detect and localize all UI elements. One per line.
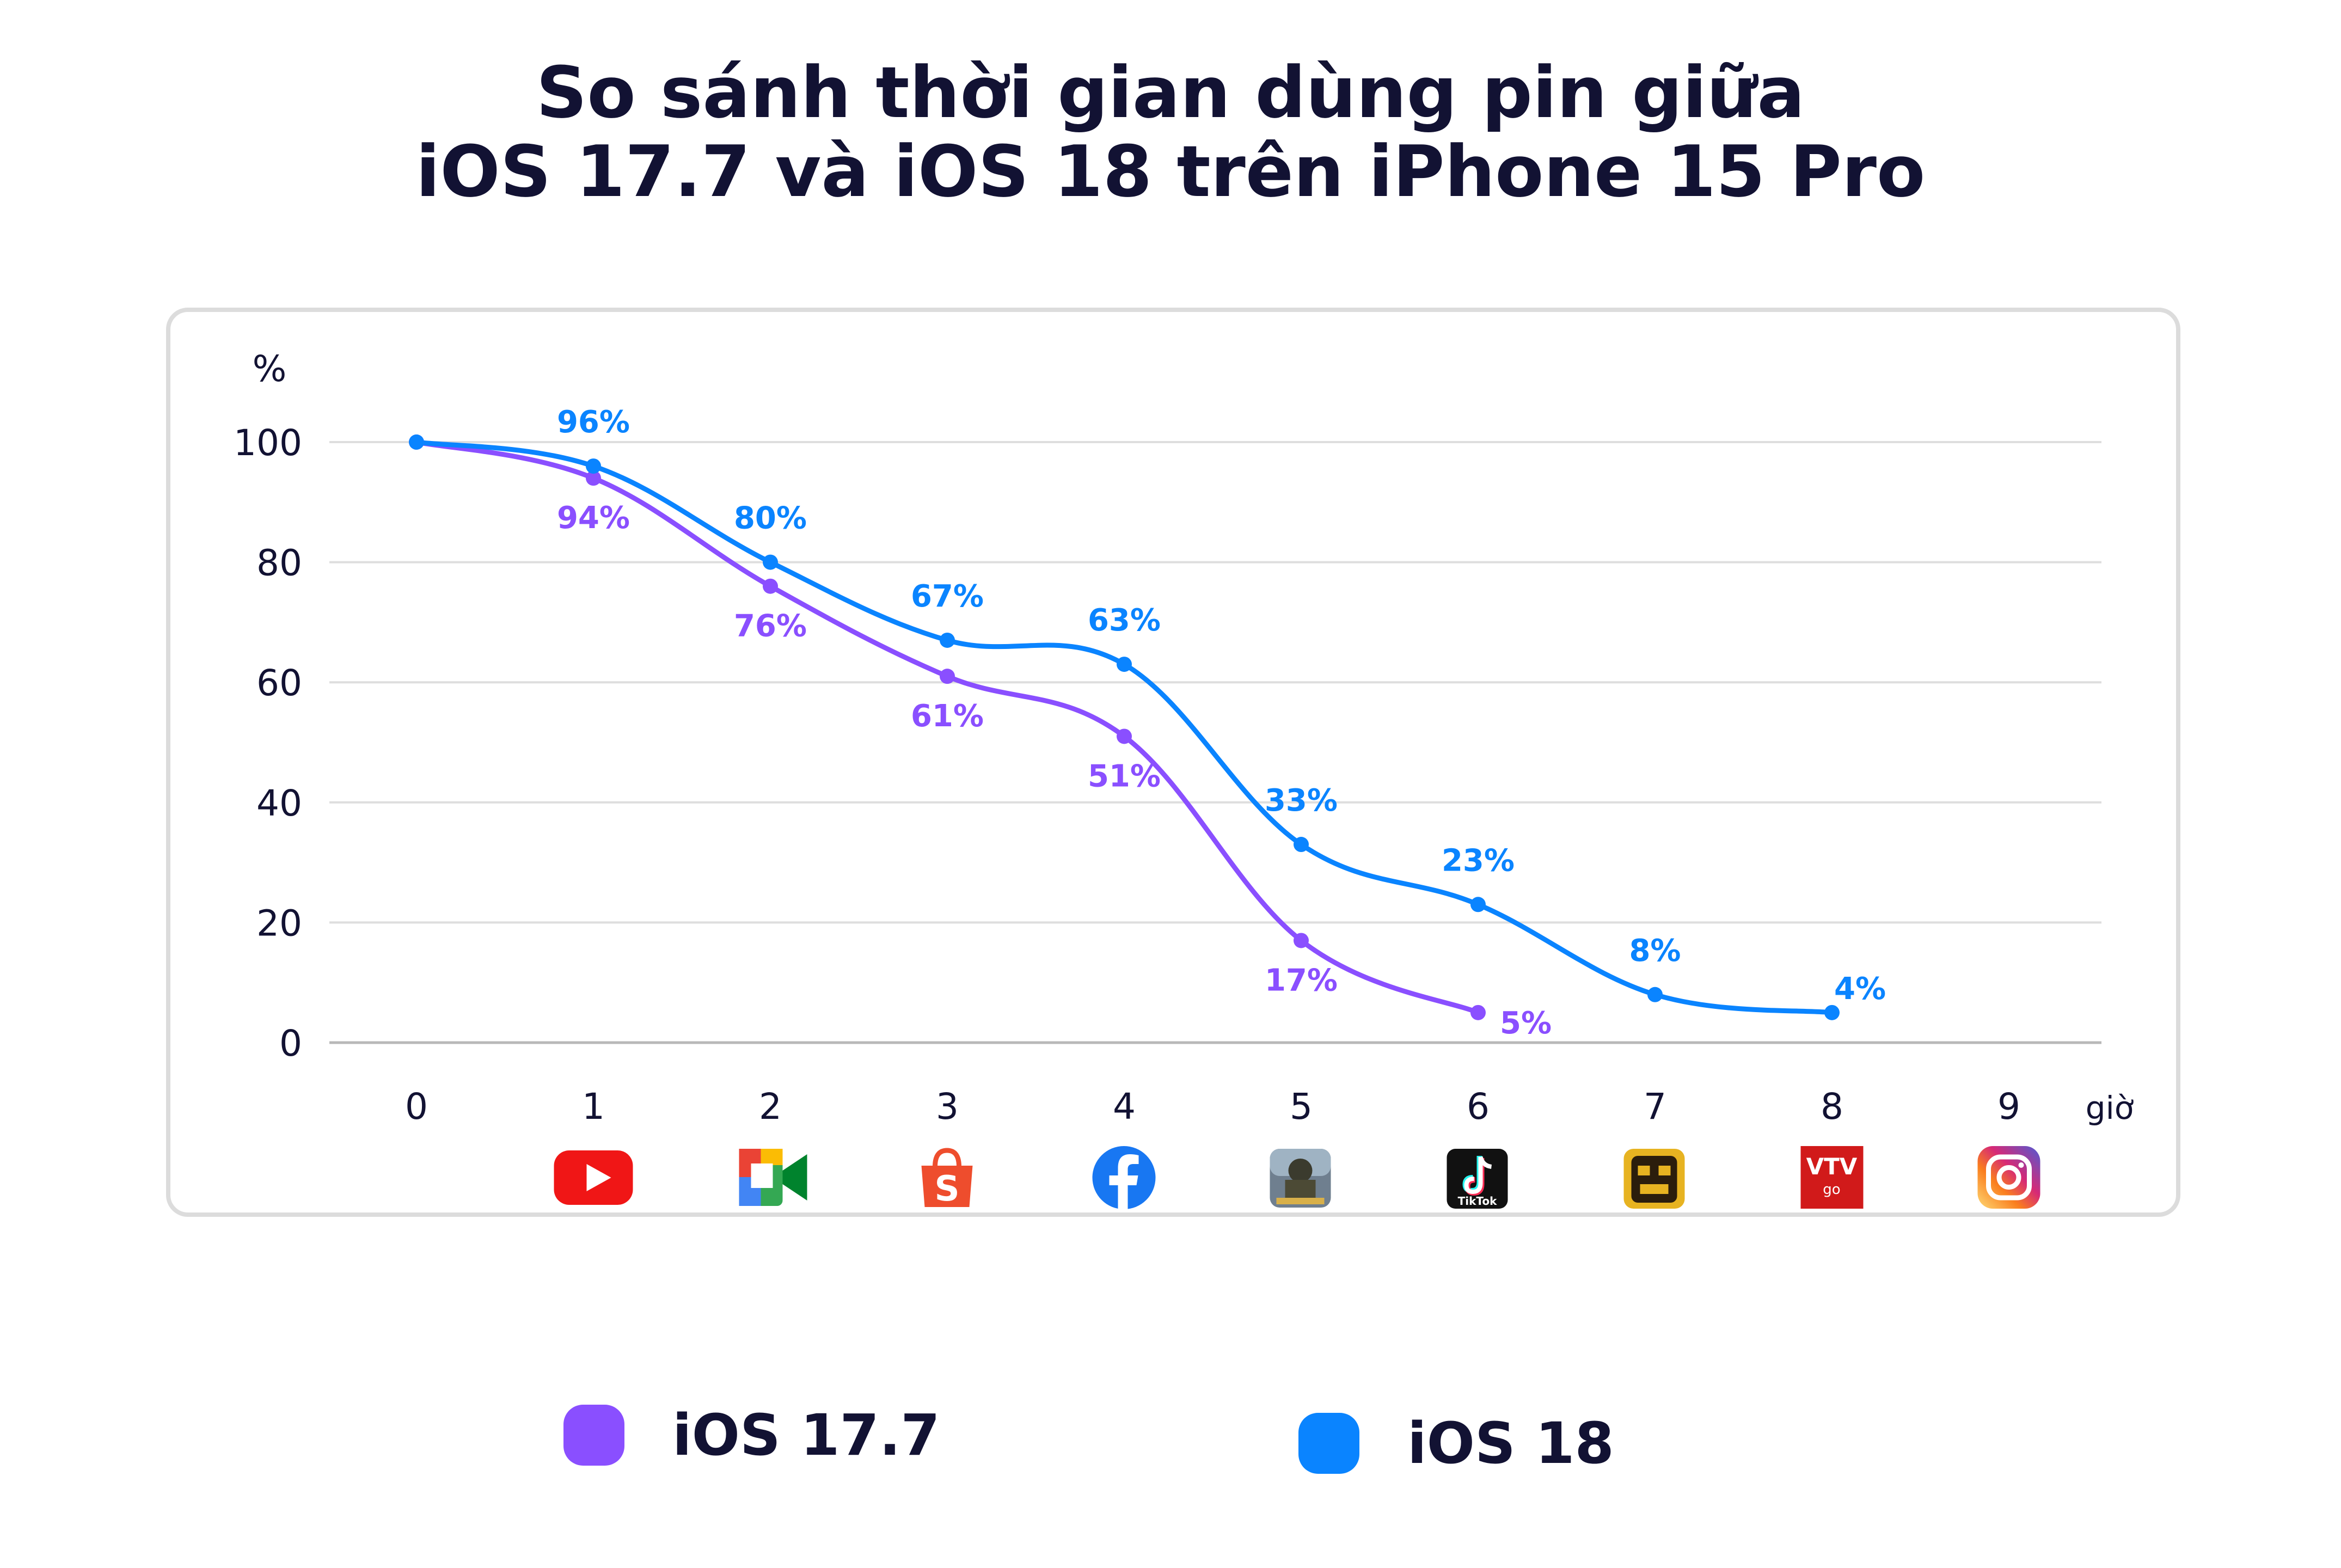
chart-title-line-2: iOS 17.7 và iOS 18 trên iPhone 15 Pro [415,130,1926,213]
x-tick-label: 2 [759,1086,782,1128]
x-tick-label: 4 [1113,1086,1136,1128]
temple-eye-right [1658,1166,1671,1175]
meet-yellow [761,1149,783,1165]
data-label-ios-17-7: 51% [1088,758,1161,794]
data-label-ios-18: 96% [557,405,630,440]
data-label-ios-18: 8% [1629,933,1681,969]
shopee-icon: S [921,1148,973,1209]
data-point [763,578,778,594]
vtv-bg [1800,1146,1864,1209]
y-tick-label: 20 [256,902,302,944]
y-tick-label: 100 [234,422,302,464]
legend-label-ios-17-7: iOS 17.7 [672,1402,940,1468]
temple-face [1631,1156,1677,1203]
data-label-ios-17-7: 17% [1265,963,1338,998]
x-tick-label: 7 [1644,1086,1666,1128]
google-meet-icon [739,1149,807,1206]
data-point [1470,897,1486,912]
y-tick-label: 40 [256,782,302,824]
pubg-helmet [1288,1159,1313,1183]
x-tick-label: 3 [936,1086,959,1128]
youtube-play [586,1164,611,1191]
data-point [409,434,424,450]
temple-run-icon [1623,1149,1685,1209]
data-point [763,554,778,570]
x-tick-label: 8 [1821,1086,1843,1128]
legend-item-ios-18: iOS 18 [1298,1410,1614,1477]
chart-panel [166,308,2180,1217]
meet-lens [782,1154,807,1200]
shopee-handle [933,1148,961,1167]
data-label-ios-18: 67% [911,579,984,614]
data-label-ios-18: 33% [1265,783,1338,818]
data-label-ios-18: 23% [1442,843,1515,878]
instagram-icon [1977,1146,2040,1209]
shopee-bag [921,1166,973,1207]
chart-title-line-1: So sánh thời gian dùng pin giữa [536,51,1805,134]
vtv-go-wordmark: go [1823,1181,1840,1198]
tiktok-wordmark: TikTok [1458,1195,1498,1208]
data-label-ios-18: 4% [1834,971,1886,1007]
instagram-frame [1986,1154,2032,1200]
youtube-icon [554,1150,633,1205]
y-tick-label: 60 [256,662,302,704]
tiktok-icon: TikTok [1447,1149,1508,1209]
instagram-dot [2018,1162,2024,1168]
data-point [1294,837,1309,853]
data-label-ios-17-7: 94% [557,500,630,536]
y-axis-label: % [253,348,287,390]
meet-center [751,1163,773,1188]
data-point [1470,1004,1486,1020]
vtv-wordmark: VTV [1806,1153,1858,1180]
facebook-f [1109,1154,1139,1209]
legend-item-ios-17-7: iOS 17.7 [563,1402,940,1468]
legend-swatch-ios-18 [1298,1413,1359,1474]
data-label-ios-17-7: 5% [1500,1006,1552,1041]
pubg-icon [1270,1149,1331,1208]
data-point [1117,728,1132,744]
data-point [940,669,955,684]
data-point [1294,933,1309,948]
instagram-lens [1996,1165,2021,1190]
data-label-ios-17-7: 61% [911,699,984,734]
x-tick-label: 1 [582,1086,605,1128]
data-point [1117,657,1132,672]
data-point [586,458,601,474]
pubg-banner [1276,1198,1325,1204]
legend-swatch-ios-17-7 [563,1405,624,1466]
temple-mouth [1640,1184,1669,1194]
temple-eye-left [1638,1166,1650,1175]
x-tick-label: 0 [405,1086,428,1128]
y-tick-label: 0 [279,1022,302,1064]
data-label-ios-18: 63% [1088,603,1161,638]
shopee-letter: S [934,1169,959,1209]
data-label-ios-17-7: 76% [734,609,807,644]
x-axis-label: giờ [2086,1089,2134,1126]
data-point [1824,1004,1840,1020]
tiktok-note [1464,1156,1492,1195]
x-tick-label: 5 [1290,1086,1313,1128]
data-point [1647,987,1663,1002]
data-point [940,632,955,648]
data-label-ios-18: 80% [734,501,807,536]
data-point [586,470,601,486]
y-tick-label: 80 [256,542,302,584]
legend-label-ios-18: iOS 18 [1407,1410,1614,1477]
x-tick-label: 6 [1467,1086,1490,1128]
facebook-icon [1092,1146,1156,1209]
x-tick-label: 9 [1997,1086,2020,1128]
